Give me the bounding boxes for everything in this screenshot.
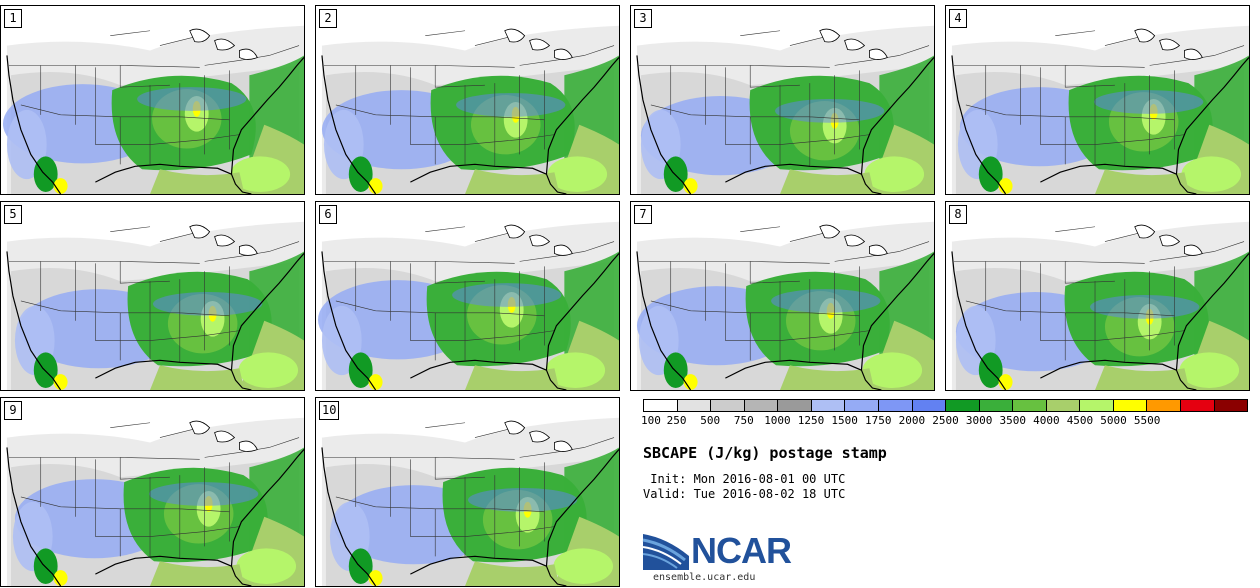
cape-map-3: [636, 25, 934, 194]
legend-tick-label: 5000: [1100, 414, 1127, 427]
panel-number: 3: [634, 9, 652, 28]
cape-map-1: [2, 25, 304, 194]
cape-map-6: [317, 221, 619, 390]
legend-swatch-15: [1147, 400, 1181, 411]
legend-tick-label: 3500: [999, 414, 1026, 427]
legend-swatch-9: [946, 400, 980, 411]
legend-swatch-2: [711, 400, 745, 411]
legend-swatch-12: [1046, 400, 1081, 411]
legend-tick-label: 100: [641, 414, 661, 427]
legend-swatch-0: [644, 400, 678, 411]
legend-swatch-3: [744, 400, 779, 411]
member-panel-5: 5: [0, 201, 305, 391]
member-panel-7: 7: [630, 201, 935, 391]
legend-tick-label: 500: [700, 414, 721, 427]
cape-legend-ticks: 100 250 500 750 1000 1250 1500 1750 2000 2500 3000…: [641, 414, 1248, 428]
cape-map-8: [951, 221, 1249, 390]
cape-map-4: [951, 25, 1249, 194]
member-panel-8: 8: [945, 201, 1250, 391]
member-panel-6: 6: [315, 201, 620, 391]
panel-number: 7: [634, 205, 652, 224]
legend-tick-label: 1000: [764, 414, 791, 427]
member-panel-1: 1: [0, 5, 305, 195]
member-panel-4: 4: [945, 5, 1250, 195]
panel-number: 10: [319, 401, 340, 420]
init-time: Init: Mon 2016-08-01 00 UTC: [643, 472, 846, 486]
legend-swatch-4: [778, 400, 812, 411]
member-panel-2: 2: [315, 5, 620, 195]
chart-title: SBCAPE (J/kg) postage stamp: [643, 444, 887, 462]
legend-swatch-14: [1113, 400, 1148, 411]
panel-number: 9: [4, 401, 22, 420]
legend-tick-label: 4000: [1033, 414, 1060, 427]
legend-swatch-7: [878, 400, 913, 411]
legend-swatch-8: [912, 400, 947, 411]
cape-color-legend: [643, 399, 1248, 412]
panel-number: 2: [319, 9, 337, 28]
member-panel-9: 9: [0, 397, 305, 587]
ncar-swoosh-icon: [642, 534, 689, 570]
legend-tick-label: 3000: [965, 414, 993, 427]
panel-number: 4: [949, 9, 967, 28]
legend-tick-label: 750: [733, 414, 754, 427]
ensemble-url: ensemble.ucar.edu: [653, 572, 756, 583]
legend-tick-label: 1500: [831, 414, 858, 427]
cape-map-9: [6, 417, 304, 586]
legend-tick-label: 1750: [865, 414, 892, 427]
panel-number: 1: [4, 9, 22, 28]
legend-swatch-11: [1013, 400, 1047, 411]
legend-tick-label: 4500: [1066, 414, 1094, 427]
member-panel-10: 10: [315, 397, 620, 587]
member-panel-3: 3: [630, 5, 935, 195]
cape-map-5: [6, 221, 304, 390]
ncar-logo: NCAR ensemble.ucar.edu: [641, 530, 801, 586]
cape-map-2: [321, 25, 619, 194]
legend-tick-label: 250: [666, 414, 687, 427]
cape-map-7: [636, 221, 934, 390]
legend-swatch-5: [811, 400, 846, 411]
valid-time: Valid: Tue 2016-08-02 18 UTC: [643, 487, 846, 501]
legend-swatch-13: [1080, 400, 1114, 411]
ncar-logo-text: NCAR: [691, 530, 792, 571]
legend-swatch-17: [1214, 400, 1248, 411]
legend-swatch-10: [979, 400, 1014, 411]
legend-tick-label: 2500: [932, 414, 959, 427]
panel-number: 5: [4, 205, 22, 224]
legend-swatch-16: [1181, 400, 1215, 411]
legend-tick-label: 5500: [1133, 414, 1161, 427]
legend-tick-label: 2000: [898, 414, 926, 427]
legend-tick-label: 1250: [797, 414, 825, 427]
panel-number: 8: [949, 205, 967, 224]
legend-swatch-1: [677, 400, 712, 411]
panel-number: 6: [319, 205, 337, 224]
legend-swatch-6: [845, 400, 879, 411]
cape-map-10: [321, 417, 619, 586]
